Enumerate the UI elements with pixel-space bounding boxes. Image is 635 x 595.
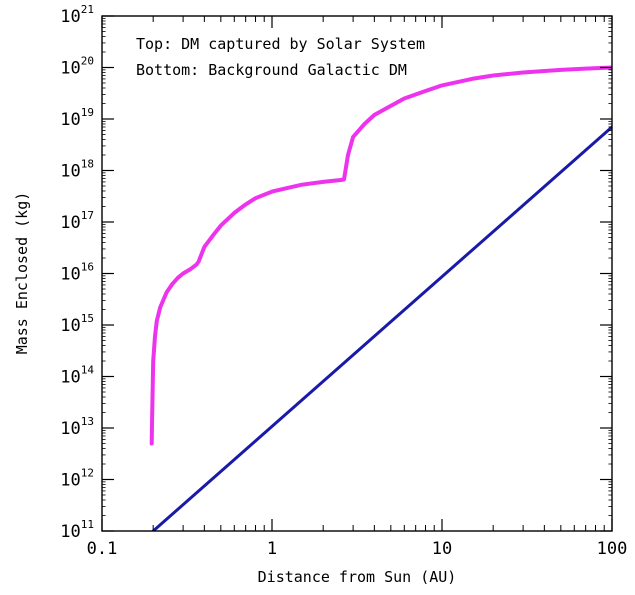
y-axis-title: Mass Enclosed (kg) [13, 192, 31, 355]
x-tick-label: 100 [597, 539, 628, 559]
x-tick-label: 10 [432, 539, 452, 559]
y-tick-base: 10 [60, 59, 80, 79]
y-tick-label: 1011 [60, 518, 94, 542]
y-tick-exponent: 13 [81, 415, 94, 428]
series-layer [149, 65, 612, 531]
y-tick-base: 10 [60, 213, 80, 233]
y-tick-exponent: 16 [81, 261, 94, 274]
y-tick-base: 10 [60, 368, 80, 388]
y-tick-base: 10 [60, 265, 80, 285]
y-tick-base: 10 [60, 7, 80, 27]
x-tick-label: 1 [267, 539, 277, 559]
y-tick-label: 1013 [60, 415, 94, 439]
y-tick-base: 10 [60, 419, 80, 439]
y-tick-label: 1018 [60, 158, 94, 182]
y-tick-base: 10 [60, 162, 80, 182]
series-line-1 [151, 125, 612, 531]
y-tick-label: 1017 [60, 209, 94, 233]
y-tick-exponent: 15 [81, 312, 94, 325]
y-tick-exponent: 14 [81, 364, 95, 377]
y-tick-exponent: 21 [81, 3, 94, 16]
y-tick-exponent: 12 [81, 467, 94, 480]
y-tick-label: 1015 [60, 312, 94, 336]
y-tick-exponent: 17 [81, 209, 94, 222]
y-tick-base: 10 [60, 471, 80, 491]
x-axis-title: Distance from Sun (AU) [258, 568, 457, 586]
y-tick-label: 1014 [60, 364, 94, 388]
series-line-0 [149, 65, 612, 446]
y-tick-base: 10 [60, 316, 80, 336]
y-tick-base: 10 [60, 522, 80, 542]
y-tick-label: 1016 [60, 261, 94, 285]
y-tick-exponent: 19 [81, 106, 94, 119]
y-tick-label: 1021 [60, 3, 94, 27]
y-tick-exponent: 11 [81, 518, 94, 531]
ticks-layer [101, 15, 613, 532]
y-tick-exponent: 18 [81, 158, 94, 171]
plot-frame [101, 15, 613, 532]
y-tick-label: 1020 [60, 55, 94, 79]
y-tick-exponent: 20 [81, 55, 94, 68]
annotation-bottom: Bottom: Background Galactic DM [136, 61, 407, 79]
y-tick-label: 1019 [60, 106, 94, 130]
tick-labels: 0.1 1 10 1001011101210131014101510161017101… [60, 3, 627, 559]
y-tick-label: 1012 [60, 467, 94, 491]
y-tick-base: 10 [60, 110, 80, 130]
x-tick-label: 0.1 [87, 539, 118, 559]
annotation-top: Top: DM captured by Solar System [136, 35, 425, 53]
